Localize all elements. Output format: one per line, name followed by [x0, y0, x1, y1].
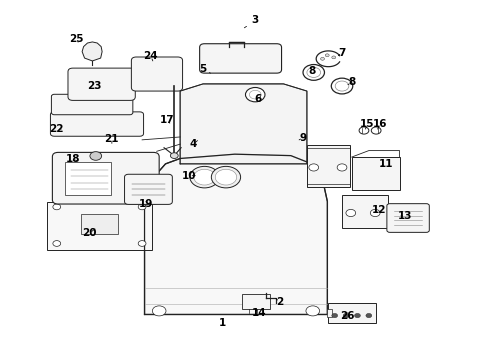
Bar — [47, 202, 152, 250]
Circle shape — [245, 87, 264, 102]
Text: 15: 15 — [359, 120, 374, 129]
Text: 16: 16 — [372, 120, 386, 129]
Text: 1: 1 — [219, 319, 226, 328]
FancyBboxPatch shape — [50, 112, 143, 136]
FancyBboxPatch shape — [51, 94, 133, 115]
FancyBboxPatch shape — [124, 174, 172, 204]
Circle shape — [331, 314, 337, 318]
Circle shape — [330, 78, 352, 94]
Circle shape — [343, 314, 348, 318]
Text: 9: 9 — [299, 133, 306, 143]
Circle shape — [354, 314, 360, 318]
Text: 5: 5 — [199, 64, 210, 74]
Text: 6: 6 — [254, 94, 261, 104]
Text: 7: 7 — [338, 48, 345, 58]
Text: 25: 25 — [69, 35, 83, 44]
Text: 12: 12 — [370, 206, 385, 216]
Bar — [351, 157, 399, 190]
Text: 22: 22 — [49, 124, 64, 134]
Text: 8: 8 — [307, 66, 315, 76]
Circle shape — [325, 54, 328, 57]
Bar — [341, 195, 387, 228]
FancyBboxPatch shape — [52, 152, 159, 204]
Bar — [65, 162, 111, 195]
Circle shape — [320, 57, 324, 60]
Text: 17: 17 — [160, 115, 174, 125]
Circle shape — [365, 314, 371, 318]
Circle shape — [306, 67, 320, 77]
Text: 26: 26 — [340, 311, 354, 320]
Text: 3: 3 — [244, 15, 258, 28]
Circle shape — [336, 164, 346, 171]
Text: 10: 10 — [182, 171, 196, 181]
Text: 13: 13 — [397, 211, 412, 221]
Circle shape — [138, 240, 146, 246]
Polygon shape — [82, 42, 102, 61]
Text: 8: 8 — [347, 77, 355, 87]
Bar — [327, 309, 331, 317]
FancyBboxPatch shape — [386, 204, 428, 232]
Circle shape — [305, 306, 319, 316]
Text: 14: 14 — [251, 308, 266, 318]
Text: 4: 4 — [189, 139, 197, 149]
Polygon shape — [180, 84, 306, 164]
Text: 23: 23 — [87, 81, 102, 91]
Circle shape — [211, 166, 240, 188]
Text: 20: 20 — [82, 228, 97, 238]
Bar — [242, 294, 270, 309]
Circle shape — [170, 153, 178, 158]
Circle shape — [152, 306, 165, 316]
Circle shape — [345, 210, 355, 217]
Circle shape — [358, 127, 368, 134]
Circle shape — [90, 152, 102, 160]
Text: 19: 19 — [139, 199, 153, 210]
Circle shape — [53, 204, 61, 210]
FancyBboxPatch shape — [199, 44, 281, 73]
Circle shape — [334, 81, 348, 91]
Circle shape — [308, 164, 318, 171]
FancyBboxPatch shape — [68, 68, 135, 100]
Text: 18: 18 — [65, 154, 80, 164]
Bar — [306, 145, 349, 187]
Bar — [328, 303, 375, 323]
Text: 24: 24 — [143, 51, 158, 61]
Circle shape — [138, 204, 146, 210]
FancyBboxPatch shape — [131, 57, 182, 91]
Circle shape — [370, 127, 380, 134]
Text: 2: 2 — [275, 297, 283, 307]
Text: 11: 11 — [378, 159, 392, 169]
Circle shape — [331, 56, 335, 59]
Circle shape — [215, 169, 236, 185]
Circle shape — [189, 166, 219, 188]
Circle shape — [193, 169, 215, 185]
Circle shape — [369, 210, 379, 217]
Circle shape — [249, 90, 261, 99]
Circle shape — [303, 64, 324, 80]
Text: 21: 21 — [104, 134, 119, 144]
Circle shape — [53, 240, 61, 246]
Bar — [81, 214, 118, 234]
Polygon shape — [144, 154, 327, 315]
